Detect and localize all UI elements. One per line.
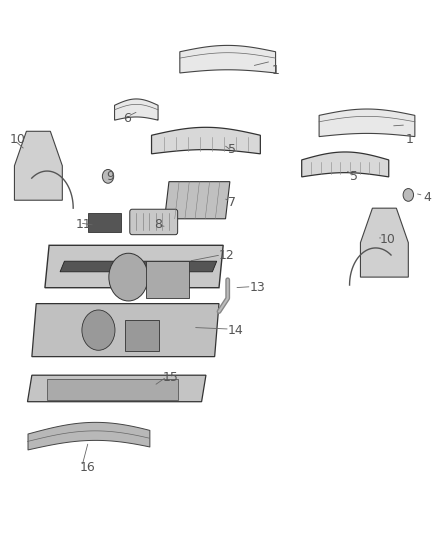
- Polygon shape: [165, 182, 230, 219]
- Text: 4: 4: [424, 191, 431, 204]
- Bar: [124, 319, 159, 351]
- Polygon shape: [115, 99, 158, 120]
- Text: 9: 9: [106, 170, 114, 183]
- Polygon shape: [14, 131, 62, 200]
- Polygon shape: [32, 304, 219, 357]
- Text: 11: 11: [75, 217, 91, 231]
- Text: 13: 13: [250, 281, 265, 294]
- Text: 14: 14: [228, 324, 244, 337]
- Text: 10: 10: [380, 233, 396, 246]
- Text: 16: 16: [80, 462, 95, 474]
- Polygon shape: [152, 127, 260, 154]
- Circle shape: [109, 253, 148, 301]
- Text: 1: 1: [406, 133, 414, 146]
- Text: 8: 8: [154, 217, 162, 231]
- Circle shape: [82, 310, 115, 350]
- Text: 12: 12: [219, 249, 235, 262]
- Bar: [88, 214, 121, 232]
- Text: 15: 15: [162, 372, 178, 384]
- Text: 5: 5: [350, 170, 357, 183]
- Text: 1: 1: [271, 64, 279, 77]
- Polygon shape: [319, 109, 415, 136]
- Circle shape: [403, 189, 413, 201]
- Polygon shape: [360, 208, 408, 277]
- Polygon shape: [302, 152, 389, 177]
- Polygon shape: [45, 245, 223, 288]
- Polygon shape: [28, 375, 206, 402]
- Text: 10: 10: [10, 133, 26, 146]
- FancyBboxPatch shape: [130, 209, 178, 235]
- Bar: [146, 261, 189, 298]
- Bar: [47, 379, 178, 400]
- Text: 7: 7: [228, 196, 236, 209]
- Text: 5: 5: [228, 143, 236, 156]
- Circle shape: [102, 169, 114, 183]
- Polygon shape: [60, 261, 217, 272]
- Text: 6: 6: [123, 111, 131, 125]
- Polygon shape: [180, 45, 276, 73]
